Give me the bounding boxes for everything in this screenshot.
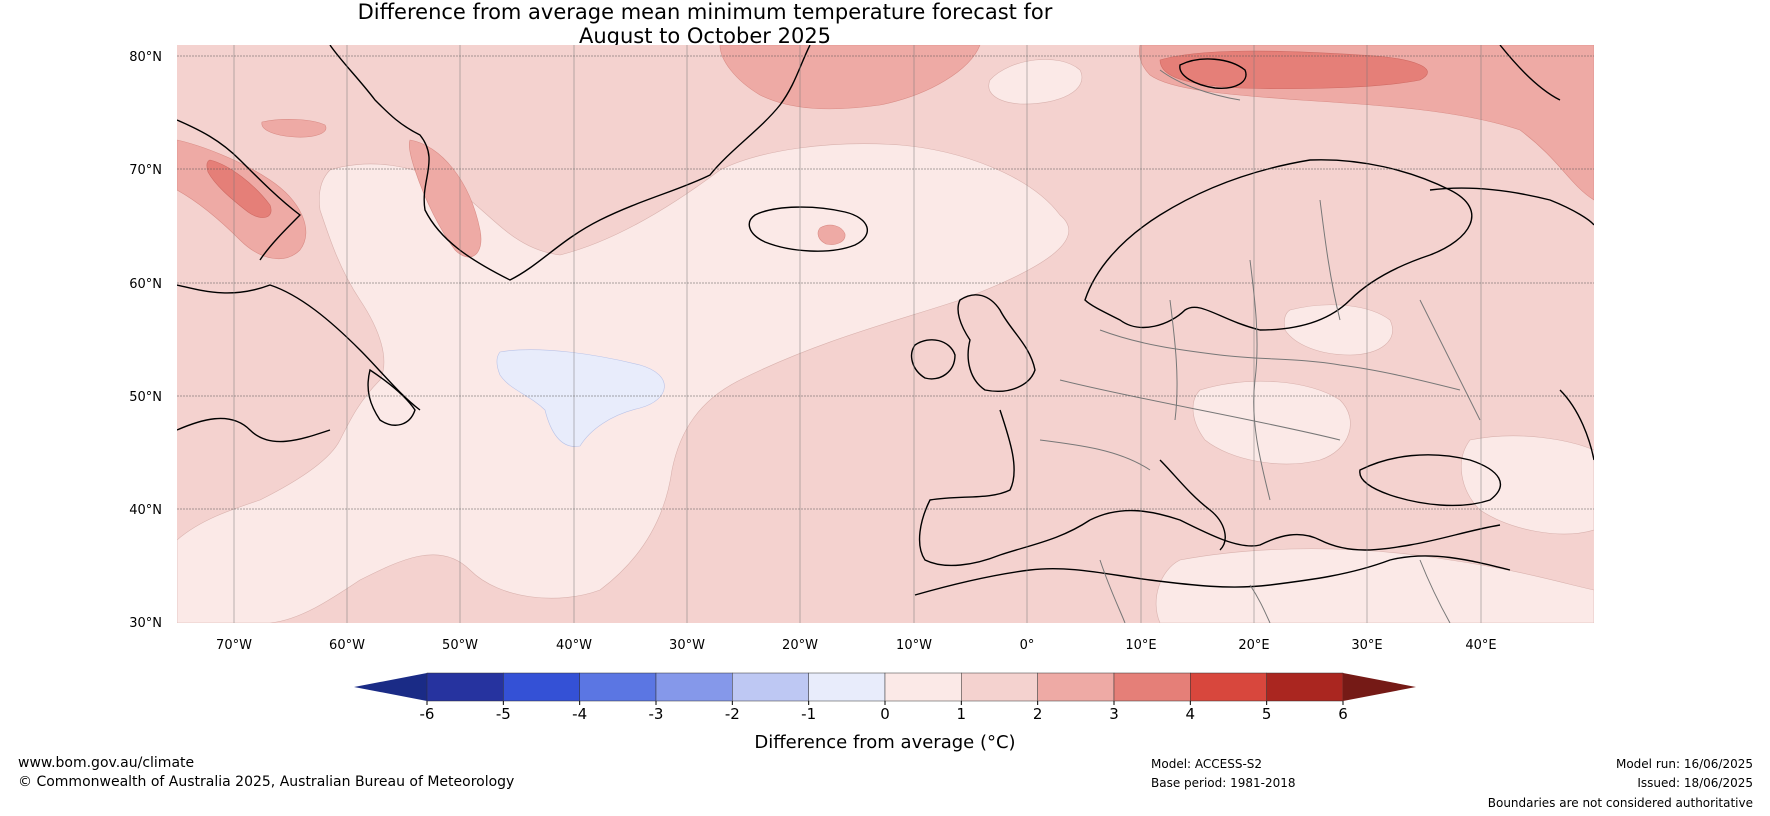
lat-label-50n: 50°N bbox=[129, 390, 162, 405]
coast-iceland bbox=[748, 206, 868, 252]
colorbar-tick-label: 0 bbox=[880, 705, 890, 723]
model-run: Model run: 16/06/2025 bbox=[1615, 757, 1753, 771]
colorbar-swatch bbox=[1037, 672, 1115, 702]
colorbar-swatch bbox=[1266, 672, 1344, 702]
colorbar-swatches bbox=[426, 672, 1344, 702]
colorbar-swatch bbox=[732, 672, 809, 702]
colorbar-tick-label: -1 bbox=[801, 705, 816, 723]
coast-north-america-east bbox=[177, 417, 331, 443]
coastlines bbox=[177, 45, 1594, 596]
lon-label-30e: 30°E bbox=[1351, 638, 1382, 653]
colorbar-tick-label: 1 bbox=[957, 705, 967, 723]
colorbar-low-extend bbox=[354, 673, 427, 701]
lon-label-20e: 20°E bbox=[1238, 638, 1269, 653]
coast-britain bbox=[957, 294, 1036, 392]
lat-label-80n: 80°N bbox=[129, 50, 162, 65]
longitude-labels: 70°W 60°W 50°W 40°W 30°W 20°W 10°W 0° 10… bbox=[216, 638, 1497, 653]
lon-label-40e: 40°E bbox=[1465, 638, 1496, 653]
colorbar-tick-label: -6 bbox=[420, 705, 435, 723]
colorbar-tick-label: -4 bbox=[572, 705, 587, 723]
lat-label-60n: 60°N bbox=[129, 277, 162, 292]
colorbar-swatch bbox=[808, 672, 886, 702]
lon-label-30w: 30°W bbox=[669, 638, 705, 653]
lon-label-10w: 10°W bbox=[896, 638, 932, 653]
issued-date: Issued: 18/06/2025 bbox=[1637, 776, 1753, 790]
gridlines bbox=[177, 55, 1594, 510]
lon-label-0: 0° bbox=[1020, 638, 1035, 653]
anomaly-2-3-labrador-patch bbox=[261, 119, 327, 138]
lat-label-30n: 30°N bbox=[129, 616, 162, 631]
colorbar-ticks: -6 -5 -4 -3 -2 -1 0 1 2 3 4 5 6 bbox=[420, 701, 1348, 723]
lat-label-70n: 70°N bbox=[129, 163, 162, 178]
anomaly-0-1-sahara bbox=[1155, 548, 1594, 623]
anomaly-2-3-greenland-east bbox=[408, 139, 482, 258]
colorbar-swatch bbox=[1190, 672, 1267, 702]
coast-white-sea-east bbox=[1429, 187, 1594, 226]
anomaly-3-4-baffin bbox=[206, 159, 272, 218]
colorbar: -6 -5 -4 -3 -2 -1 0 1 2 3 4 5 6 Difference from aver… bbox=[354, 672, 1416, 753]
coast-labrador bbox=[177, 284, 421, 411]
coast-italy bbox=[1159, 459, 1226, 551]
disclaimer: Boundaries are not considered authoritat… bbox=[1487, 796, 1753, 810]
colorbar-high-extend bbox=[1343, 673, 1416, 701]
colorbar-tick-label: 5 bbox=[1262, 705, 1272, 723]
lon-label-10e: 10°E bbox=[1125, 638, 1156, 653]
colorbar-tick-label: -3 bbox=[649, 705, 664, 723]
model-name: Model: ACCESS-S2 bbox=[1151, 757, 1263, 771]
title-line-1: Difference from average mean minimum tem… bbox=[357, 0, 1053, 24]
anomaly-0-1-arctic bbox=[988, 59, 1083, 105]
colorbar-tick-label: 6 bbox=[1338, 705, 1348, 723]
coast-ireland bbox=[910, 339, 956, 380]
colorbar-swatch bbox=[655, 672, 733, 702]
colorbar-swatch bbox=[503, 672, 580, 702]
chart-title: Difference from average mean minimum tem… bbox=[0, 0, 1410, 48]
coast-europe-west bbox=[918, 409, 1091, 567]
latitude-labels: 80°N 70°N 60°N 50°N 40°N 30°N bbox=[129, 50, 162, 631]
colorbar-tick-label: -2 bbox=[725, 705, 740, 723]
coast-caspian bbox=[1559, 389, 1594, 461]
anomaly-2-3-greenland-north bbox=[719, 45, 981, 110]
meridians bbox=[233, 45, 1482, 623]
colorbar-swatch bbox=[961, 672, 1038, 702]
colorbar-tick-label: 4 bbox=[1186, 705, 1196, 723]
colorbar-label: Difference from average (°C) bbox=[754, 732, 1015, 753]
lon-label-20w: 20°W bbox=[782, 638, 818, 653]
colorbar-swatch bbox=[884, 672, 962, 702]
anomaly-0-1-eastern-europe bbox=[1192, 380, 1351, 465]
colorbar-swatch bbox=[1113, 672, 1191, 702]
coast-north-africa bbox=[914, 555, 1511, 596]
colorbar-tick-label: -5 bbox=[496, 705, 511, 723]
colorbar-swatch bbox=[579, 672, 657, 702]
lon-label-50w: 50°W bbox=[442, 638, 478, 653]
coast-baffin bbox=[177, 119, 302, 261]
anomaly-0-1-black-sea bbox=[1460, 435, 1594, 535]
anomaly-minus1-0-atlantic bbox=[496, 349, 665, 447]
map-panel bbox=[177, 45, 1594, 623]
colorbar-tick-label: 3 bbox=[1109, 705, 1119, 723]
boundaries bbox=[1039, 69, 1481, 623]
lon-label-60w: 60°W bbox=[329, 638, 365, 653]
copyright: © Commonwealth of Australia 2025, Austra… bbox=[18, 774, 515, 790]
coast-scandinavia bbox=[1084, 159, 1473, 331]
coast-svalbard bbox=[1179, 58, 1247, 89]
colorbar-tick-label: 2 bbox=[1033, 705, 1043, 723]
coast-greenland bbox=[329, 45, 811, 281]
website-url: www.bom.gov.au/climate bbox=[18, 755, 195, 771]
base-period: Base period: 1981-2018 bbox=[1151, 776, 1296, 790]
anomaly-0-1-balkans bbox=[1283, 304, 1393, 356]
coast-mediterranean bbox=[1089, 509, 1501, 551]
coast-novaya-zemlya bbox=[1499, 45, 1561, 101]
anomaly-2-3-iceland bbox=[817, 224, 846, 245]
lat-label-40n: 40°N bbox=[129, 503, 162, 518]
anomaly-3-4-svalbard bbox=[1159, 50, 1428, 90]
lon-label-70w: 70°W bbox=[216, 638, 252, 653]
lon-label-40w: 40°W bbox=[556, 638, 592, 653]
coast-newfoundland bbox=[367, 368, 416, 426]
coast-black-sea bbox=[1359, 454, 1502, 507]
colorbar-swatch bbox=[426, 672, 504, 702]
title-line-2: August to October 2025 bbox=[578, 24, 832, 48]
